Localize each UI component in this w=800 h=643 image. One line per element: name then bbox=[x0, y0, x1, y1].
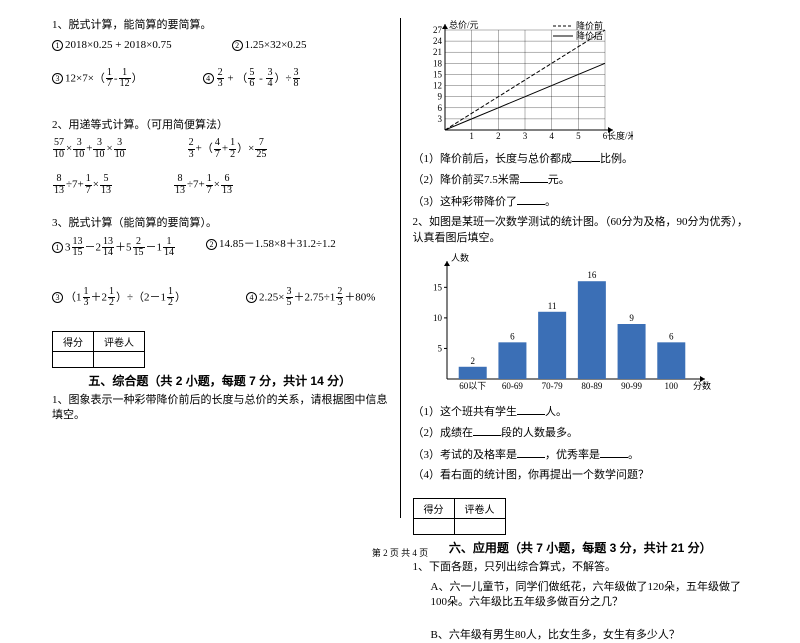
q2-stem: 2、用递等式计算。（可用简便算法） bbox=[52, 118, 388, 133]
svg-text:80-89: 80-89 bbox=[581, 381, 602, 391]
q1a: 12018×0.25 + 2018×0.75 bbox=[52, 38, 172, 53]
lc-q1: （1）降价前后，长度与总价都成比例。 bbox=[413, 151, 749, 167]
num-2-icon: 2 bbox=[232, 40, 243, 51]
q2d: 813÷7+17×613 bbox=[173, 174, 234, 196]
svg-text:10: 10 bbox=[433, 313, 443, 323]
svg-text:总价/元: 总价/元 bbox=[449, 19, 479, 30]
bar-q2: （2）成绩在段的人数最多。 bbox=[413, 425, 749, 441]
lc-q3: （3）这种彩带降价了。 bbox=[413, 194, 749, 210]
num-3-icon: 3 bbox=[52, 73, 63, 84]
svg-text:5: 5 bbox=[437, 343, 442, 353]
svg-text:90-99: 90-99 bbox=[621, 381, 642, 391]
svg-text:降价前: 降价前 bbox=[576, 20, 603, 31]
score-table-left: 得分评卷人 bbox=[52, 331, 145, 368]
bar-q3: （3）考试的及格率是，优秀率是。 bbox=[413, 447, 749, 463]
q3-stem: 3、脱式计算（能简算的要简算）。 bbox=[52, 216, 388, 231]
svg-text:9: 9 bbox=[437, 92, 442, 102]
num-1-icon: 1 bbox=[52, 40, 63, 51]
q2a: 5710×310+310×310 bbox=[52, 138, 127, 160]
svg-text:降价后: 降价后 bbox=[576, 30, 603, 41]
q1-row1: 12018×0.25 + 2018×0.75 21.25×32×0.25 bbox=[52, 38, 388, 53]
svg-text:人数: 人数 bbox=[451, 252, 469, 263]
page-footer: 第 2 页 共 4 页 bbox=[0, 546, 800, 559]
q1b: 21.25×32×0.25 bbox=[232, 38, 307, 53]
num-4b-icon: 4 bbox=[246, 292, 257, 303]
q2b: 23+（47+12）×725 bbox=[187, 138, 269, 160]
svg-text:分数: 分数 bbox=[693, 380, 711, 391]
q3d: 42.25×35＋2.75÷123＋80% bbox=[246, 287, 375, 309]
score-header-r: 得分 bbox=[413, 498, 454, 518]
q2c: 813÷7+17×513 bbox=[52, 174, 113, 196]
num-3b-icon: 3 bbox=[52, 292, 63, 303]
q3b: 214.85－1.58×8＋31.2÷1.2 bbox=[206, 237, 336, 259]
q3c: 3（113＋212）÷（2－112） bbox=[52, 287, 186, 309]
num-4-icon: 4 bbox=[203, 73, 214, 84]
sec6-qa: A、六一儿童节，同学们做纸花，六年级做了120朵，五年级做了100朵。六年级比五… bbox=[413, 580, 749, 611]
q1d: 423 + （56 - 34）÷38 bbox=[203, 68, 301, 90]
sec6-q1: 1、下面各题，只列出综合算式，不解答。 bbox=[413, 560, 749, 575]
svg-text:70-79: 70-79 bbox=[541, 381, 562, 391]
q1-stem: 1、脱式计算，能简算的要简算。 bbox=[52, 18, 388, 33]
right-column: 369121518212427123456长度/米总价/元降价前降价后 （1）降… bbox=[401, 18, 761, 518]
num-2b-icon: 2 bbox=[206, 239, 217, 250]
svg-text:12: 12 bbox=[433, 81, 442, 91]
q2-row2: 813÷7+17×513 813÷7+17×613 bbox=[52, 174, 388, 196]
svg-text:16: 16 bbox=[587, 270, 597, 280]
svg-text:3: 3 bbox=[437, 114, 442, 124]
left-column: 1、脱式计算，能简算的要简算。 12018×0.25 + 2018×0.75 2… bbox=[40, 18, 401, 518]
svg-text:100: 100 bbox=[664, 381, 678, 391]
svg-text:6: 6 bbox=[669, 331, 674, 341]
svg-text:3: 3 bbox=[522, 131, 527, 141]
svg-text:15: 15 bbox=[433, 69, 443, 79]
bar-intro: 2、如图是某班一次数学测试的统计图。（60分为及格，90分为优秀），认真看图后填… bbox=[413, 215, 749, 246]
svg-text:9: 9 bbox=[629, 313, 634, 323]
svg-text:6: 6 bbox=[510, 331, 515, 341]
svg-text:24: 24 bbox=[433, 36, 443, 46]
grader-header-r: 评卷人 bbox=[454, 498, 505, 518]
q1-row2: 312×7×（17-112） 423 + （56 - 34）÷38 bbox=[52, 68, 388, 90]
section-5-title: 五、综合题（共 2 小题，每题 7 分，共计 14 分） bbox=[52, 372, 388, 389]
svg-text:6: 6 bbox=[437, 103, 442, 113]
svg-text:21: 21 bbox=[433, 47, 442, 57]
svg-text:长度/米: 长度/米 bbox=[607, 130, 633, 141]
svg-text:11: 11 bbox=[547, 301, 556, 311]
score-table-right: 得分评卷人 bbox=[413, 498, 506, 535]
svg-text:18: 18 bbox=[433, 58, 443, 68]
bar-q1: （1）这个班共有学生人。 bbox=[413, 404, 749, 420]
grader-header: 评卷人 bbox=[94, 331, 145, 351]
svg-text:60-69: 60-69 bbox=[501, 381, 522, 391]
sec6-qb: B、六年级有男生80人，比女生多，女生有多少人？ bbox=[413, 628, 749, 643]
q1c: 312×7×（17-112） bbox=[52, 68, 143, 90]
bar-chart: 5 10 15 2 60以下 6 60-69 11 70-79 16 80-89 9 90-99 6 100… bbox=[413, 251, 749, 404]
svg-text:27: 27 bbox=[433, 25, 443, 35]
q3-row2: 3（113＋212）÷（2－112） 42.25×35＋2.75÷123＋80% bbox=[52, 287, 388, 309]
svg-text:60以下: 60以下 bbox=[459, 381, 486, 391]
score-header: 得分 bbox=[53, 331, 94, 351]
q3a: 131315－21314＋5215－1114 bbox=[52, 237, 176, 259]
svg-text:2: 2 bbox=[496, 131, 501, 141]
line-chart: 369121518212427123456长度/米总价/元降价前降价后 bbox=[413, 18, 749, 151]
svg-text:2: 2 bbox=[470, 356, 475, 366]
num-1b-icon: 1 bbox=[52, 242, 63, 253]
svg-text:5: 5 bbox=[576, 131, 581, 141]
bar-q4: （4）看右面的统计图，你再提出一个数学问题？ bbox=[413, 468, 749, 483]
q3-row1: 131315－21314＋5215－1114 214.85－1.58×8＋31.… bbox=[52, 237, 388, 259]
lc-q2: （2）降价前买7.5米需元。 bbox=[413, 172, 749, 188]
svg-text:4: 4 bbox=[549, 131, 554, 141]
svg-text:1: 1 bbox=[469, 131, 474, 141]
svg-text:15: 15 bbox=[433, 282, 443, 292]
q2-row1: 5710×310+310×310 23+（47+12）×725 bbox=[52, 138, 388, 160]
sec5-q1: 1、图象表示一种彩带降价前后的长度与总价的关系，请根据图中信息填空。 bbox=[52, 393, 388, 424]
